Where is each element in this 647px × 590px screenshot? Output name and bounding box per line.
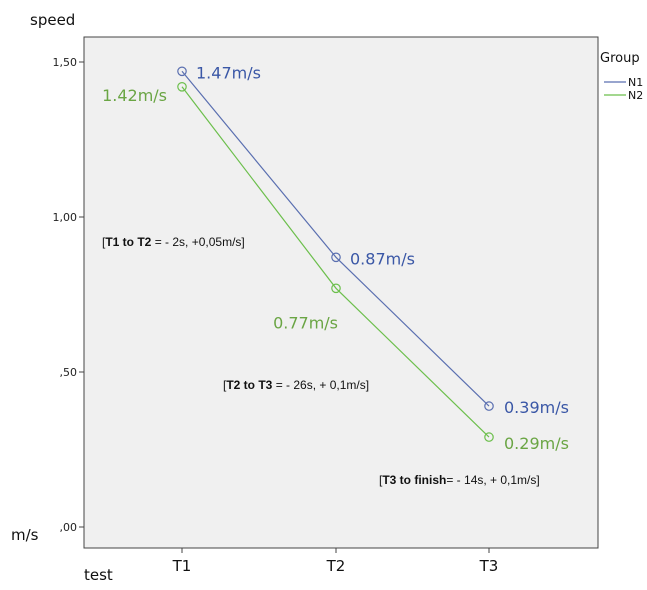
data-point-n2	[484, 432, 494, 442]
series-group	[177, 66, 494, 442]
data-label-n1: 1.47m/s	[196, 63, 261, 82]
annotations: [T1 to T2 = - 2s, +0,05m/s] [T2 to T3 = -…	[102, 235, 540, 487]
data-labels: 1.47m/s 0.87m/s 0.39m/s 1.42m/s 0.77m/s 0.29m…	[102, 63, 569, 453]
data-point-n2	[331, 283, 341, 294]
y-tick-label: ,50	[60, 366, 78, 379]
y-tick-label: 1,50	[53, 56, 78, 69]
data-label-n2: 0.77m/s	[273, 313, 338, 332]
y-axis-ticks: ,00 ,50 1,00 1,50	[53, 56, 84, 534]
data-point-n2	[177, 82, 187, 92]
x-tick-label: T1	[172, 557, 192, 575]
series-line-n2	[181, 86, 490, 438]
annotation: [T2 to T3 = - 26s, + 0,1m/s]	[223, 378, 369, 392]
annotation: [T3 to finish= - 14s, + 0,1m/s]	[379, 473, 540, 487]
data-point-n1	[331, 252, 341, 263]
data-label-n1: 0.39m/s	[504, 398, 569, 417]
data-label-n1: 0.87m/s	[350, 249, 415, 268]
y-tick-label: 1,00	[53, 211, 78, 224]
legend-label-n2: N2	[628, 89, 643, 102]
legend-title: Group	[600, 51, 640, 66]
y-axis-unit: m/s	[11, 526, 39, 544]
y-tick-label: ,00	[60, 521, 78, 534]
data-point-n1	[484, 401, 494, 411]
x-tick-label: T2	[326, 557, 346, 575]
series-line-n1	[181, 70, 490, 407]
x-tick-label: T3	[479, 557, 499, 575]
data-label-n2: 0.29m/s	[504, 434, 569, 453]
data-label-n2: 1.42m/s	[102, 86, 167, 105]
x-axis-label: test	[84, 566, 113, 584]
legend-label-n1: N1	[628, 76, 643, 89]
data-point-n1	[177, 66, 187, 77]
annotation: [T1 to T2 = - 2s, +0,05m/s]	[102, 235, 245, 249]
x-axis-ticks: T1 T2 T3	[172, 548, 499, 575]
y-axis-label: speed	[30, 11, 75, 29]
